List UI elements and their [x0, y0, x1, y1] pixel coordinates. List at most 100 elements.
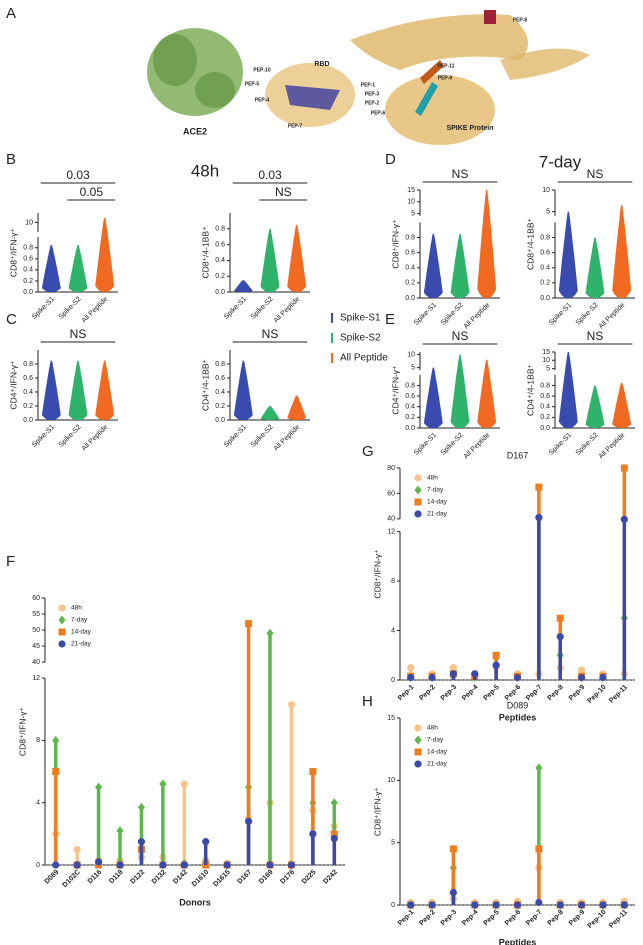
y-tick-label: 10	[25, 219, 33, 226]
y-tick-label: 0.0	[540, 295, 550, 302]
y-tick-label: 0	[36, 862, 40, 869]
y-tick-label: 45	[32, 643, 40, 650]
marker	[449, 845, 457, 853]
y-tick-label: 0.8	[215, 226, 225, 233]
significance-label: NS	[587, 329, 604, 343]
significance-label: 0.03	[258, 168, 282, 182]
x-tick-label: D116	[87, 869, 104, 886]
marker	[309, 830, 317, 838]
marker	[407, 664, 415, 672]
legend-label: 21-day	[427, 511, 448, 518]
y-tick-label: 0.4	[23, 389, 33, 396]
x-tick-label: Pep-5	[482, 909, 501, 928]
marker	[159, 861, 167, 869]
x-tick-label: All Peptide	[598, 302, 627, 331]
y-tick-label: 0.8	[540, 234, 550, 241]
y-tick-label: 10	[542, 357, 550, 364]
violin	[423, 367, 443, 428]
x-tick-label: Pep-11	[608, 909, 629, 930]
violin	[585, 237, 605, 298]
legend-label: 48h	[71, 605, 82, 612]
marker	[599, 673, 607, 682]
marker	[266, 628, 274, 638]
panel-label: F	[6, 553, 15, 570]
x-tick-label: Spike-S1	[548, 302, 573, 327]
y-tick-label: 12	[32, 675, 40, 682]
y-tick-label: 0.6	[405, 393, 415, 400]
x-tick-label: Spike-S1	[413, 302, 438, 327]
structure-label: RBD	[314, 61, 329, 68]
violin	[287, 224, 307, 292]
y-tick-label: 0.8	[405, 234, 415, 241]
y-tick-label: 0.4	[540, 265, 550, 272]
x-tick-label: Pep-6	[504, 909, 523, 928]
y-tick-label: 0.2	[23, 403, 33, 410]
y-tick-label: 5	[391, 840, 395, 847]
y-tick-label: 0.4	[215, 389, 225, 396]
structure-label: PEP-1	[361, 82, 376, 88]
y-tick-label: 0.2	[215, 273, 225, 280]
y-axis-label: CD4⁺/IFN-γ⁺	[390, 365, 400, 415]
legend-label: 14-day	[427, 499, 448, 506]
y-tick-label: 12	[387, 528, 395, 535]
marker	[414, 498, 422, 506]
y-tick-label: 80	[387, 465, 395, 472]
y-tick-label: 55	[32, 611, 40, 618]
x-tick-label: Spike-S2	[250, 424, 275, 449]
x-tick-label: D142	[172, 869, 189, 886]
y-tick-label: 0	[391, 677, 395, 684]
significance-label: 0.05	[80, 185, 104, 199]
x-tick-label: D122	[129, 869, 146, 886]
structure-label: PEP-9	[438, 75, 453, 81]
y-axis-label: CD8⁺/IFN-γ⁺	[372, 549, 382, 599]
y-tick-label: 10	[387, 777, 395, 784]
marker	[137, 802, 145, 812]
marker	[620, 901, 628, 909]
structure-label: PEP-8	[513, 17, 528, 23]
chart-title: D089	[507, 700, 529, 710]
marker	[73, 861, 81, 869]
structure-label: PEP-5	[245, 81, 260, 87]
x-tick-label: Pep-10	[586, 684, 607, 705]
marker	[94, 858, 103, 866]
x-tick-label: Spike-S1	[31, 424, 56, 449]
timepoint: 7-day	[539, 152, 582, 171]
y-tick-label: 4	[36, 800, 40, 807]
x-tick-label: Spike-S2	[575, 302, 600, 327]
significance-label: NS	[587, 167, 604, 181]
marker	[535, 483, 543, 491]
x-tick-label: D1615	[212, 869, 232, 889]
marker	[202, 838, 210, 846]
violin	[450, 233, 470, 298]
x-tick-label: Pep-1	[397, 684, 416, 703]
violin	[477, 190, 497, 298]
marker	[180, 780, 188, 788]
violin	[260, 228, 280, 292]
violin	[612, 205, 632, 298]
marker	[513, 673, 522, 682]
y-tick-label: 0.8	[405, 382, 415, 389]
structure-label: PEP-11	[438, 63, 455, 69]
y-tick-label: 5	[546, 208, 550, 215]
x-tick-label: Pep-5	[482, 684, 501, 703]
structure-label: PEP-6	[371, 110, 386, 116]
marker	[414, 760, 422, 768]
x-tick-label: Pep-9	[568, 909, 587, 928]
y-tick-label: 0.0	[215, 289, 225, 296]
violin	[233, 360, 253, 420]
marker	[620, 464, 628, 472]
violin	[95, 217, 115, 292]
panel-label: B	[6, 151, 16, 168]
marker	[58, 628, 66, 636]
structure-label: PEP-2	[365, 100, 380, 106]
y-tick-label: 0.0	[215, 417, 225, 424]
y-tick-label: 0.4	[405, 404, 415, 411]
marker	[52, 735, 60, 745]
y-axis-label: CD4⁺/IFN-γ⁺	[8, 360, 18, 410]
legend-label: 48h	[427, 475, 438, 482]
y-tick-label: 5	[411, 210, 415, 217]
marker	[266, 861, 274, 869]
marker	[159, 779, 167, 789]
significance-label: NS	[452, 329, 469, 343]
marker	[471, 901, 479, 909]
